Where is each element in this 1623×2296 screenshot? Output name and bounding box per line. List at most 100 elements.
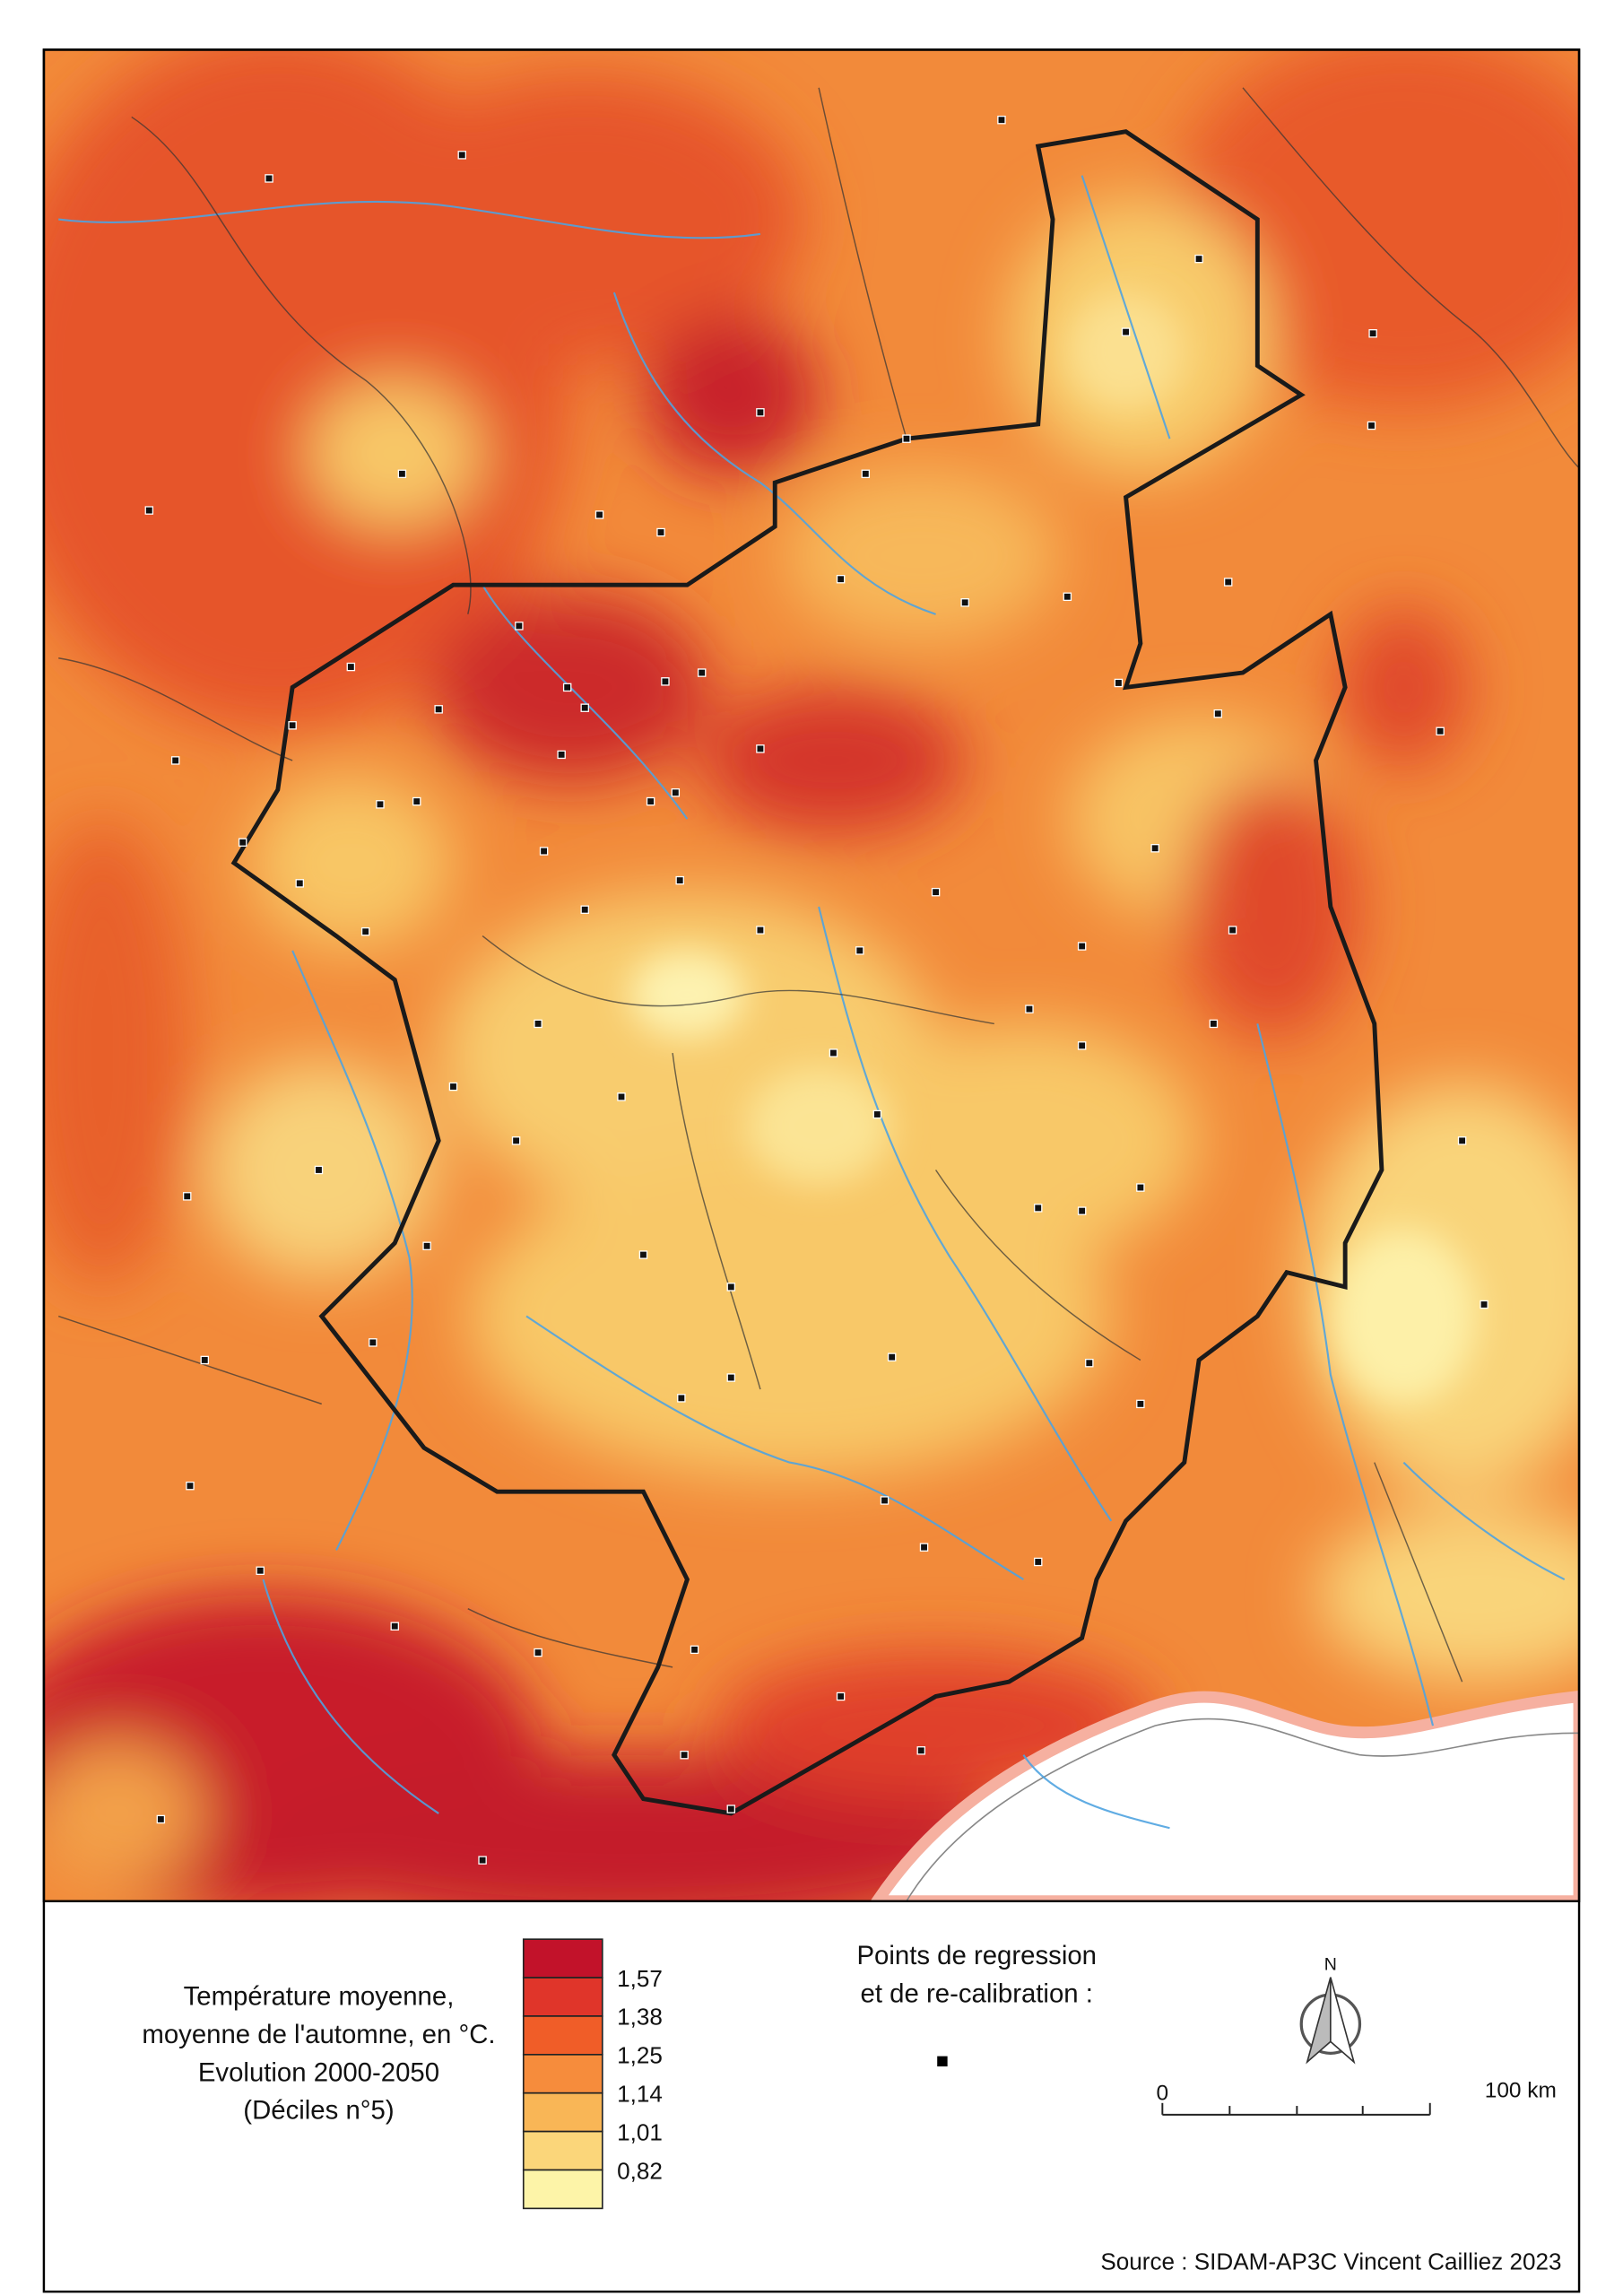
regression-point [265, 174, 273, 183]
regression-point [931, 887, 941, 897]
regression-point [1436, 726, 1445, 736]
regression-point [144, 506, 154, 515]
regression-point [919, 1543, 929, 1552]
regression-point [916, 1746, 926, 1755]
legend-label: 1,57 [617, 1965, 663, 1992]
regression-point [697, 668, 707, 677]
regression-point [170, 756, 180, 765]
north-label: N [1324, 1954, 1337, 1974]
regression-point [1457, 1136, 1467, 1145]
regression-point [1077, 1041, 1087, 1050]
legend-swatch [522, 2015, 603, 2056]
regression-point [1368, 329, 1377, 338]
regression-point [656, 527, 665, 537]
regression-point [690, 1645, 699, 1655]
source: Source : SIDAM-AP3C Vincent Cailliez 202… [1100, 2248, 1561, 2275]
regression-point [562, 683, 572, 692]
north-arrow: N [1299, 1954, 1362, 2065]
legend-label: 1,01 [617, 2118, 663, 2145]
regression-point [646, 796, 655, 806]
regression-point [412, 796, 421, 806]
regression-point [756, 744, 765, 753]
regression-point [580, 905, 589, 914]
regression-point [1077, 942, 1087, 951]
scale-bar [1161, 2102, 1431, 2116]
regression-point [557, 750, 566, 760]
regression-point [677, 1394, 686, 1403]
regression-point [756, 926, 765, 935]
regression-point [661, 677, 670, 686]
points-label: et de re-calibration : [861, 1979, 1093, 2008]
regression-point [422, 1241, 431, 1250]
legend-swatch [522, 1938, 603, 1979]
frame [42, 48, 1581, 2293]
regression-point [580, 703, 589, 712]
regression-point [1063, 592, 1072, 602]
map [43, 49, 1580, 1901]
legend-label: 1,14 [617, 2080, 663, 2107]
regression-point [1150, 844, 1159, 853]
regression-point [726, 1283, 736, 1292]
regression-point [376, 800, 385, 809]
regression-point [182, 1192, 192, 1201]
regression-point [880, 1496, 890, 1505]
regression-point [200, 1355, 210, 1365]
regression-point [1136, 1399, 1145, 1409]
regression-point [457, 151, 466, 160]
regression-point [288, 721, 297, 730]
regression-point [1480, 1300, 1488, 1309]
regression-point [997, 115, 1006, 125]
legend-label: 1,25 [617, 2042, 663, 2069]
regression-point [638, 1250, 648, 1259]
regression-point [156, 1814, 166, 1824]
regression-point [726, 1805, 736, 1813]
regression-point [1228, 926, 1237, 935]
regression-point [836, 574, 846, 584]
regression-point [238, 838, 247, 847]
regression-point [680, 1750, 689, 1760]
legend-swatch [522, 2130, 603, 2171]
regression-point [534, 1019, 542, 1029]
regression-point [360, 926, 370, 936]
regression-point [960, 598, 969, 607]
regression-point [369, 1338, 378, 1347]
region-border [230, 129, 1384, 1816]
regression-point [902, 434, 911, 443]
scale-end: 100 km [1485, 2078, 1557, 2102]
regression-point [1367, 421, 1376, 430]
regression-point [1223, 578, 1233, 587]
points-label: Points de regression [856, 1941, 1097, 1970]
regression-point [671, 788, 681, 797]
legend-title: (Déciles n°5) [243, 2096, 394, 2126]
regression-point [1033, 1557, 1043, 1567]
regression-point [397, 469, 407, 479]
regression-point [1194, 254, 1203, 264]
regression-point [295, 879, 305, 888]
regression-point [829, 1048, 838, 1057]
regression-point [675, 875, 684, 885]
regression-point [726, 1373, 736, 1382]
regression-point [595, 510, 604, 519]
regression-point [346, 662, 356, 672]
legend-swatch [522, 2054, 603, 2094]
regression-point [390, 1622, 399, 1631]
regression-point [186, 1481, 195, 1491]
regression-point [1209, 1019, 1219, 1029]
regression-point [1213, 709, 1223, 718]
regression-point [617, 1092, 626, 1101]
regression-point [887, 1352, 897, 1361]
legend-label: 1,38 [617, 2004, 663, 2031]
regression-point [478, 1856, 487, 1865]
regression-point [314, 1165, 324, 1175]
legend-swatch [522, 1977, 603, 2017]
regression-point [1114, 678, 1124, 688]
regression-point [515, 622, 524, 631]
regression-point [1121, 327, 1131, 336]
legend-swatch [522, 2092, 603, 2133]
regression-point [756, 408, 765, 417]
regression-point [448, 1082, 458, 1091]
legend-swatch [522, 2169, 603, 2210]
legend-label: 0,82 [617, 2157, 663, 2184]
regression-point [539, 847, 549, 856]
